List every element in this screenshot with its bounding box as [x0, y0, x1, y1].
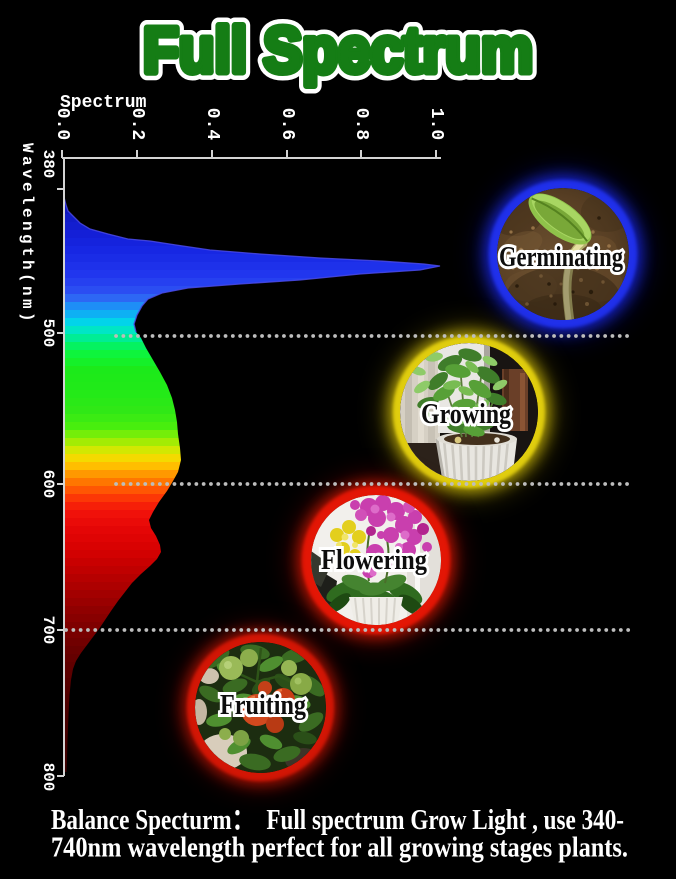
svg-text:0.2: 0.2	[127, 108, 147, 140]
svg-text:Wavelength(nm): Wavelength(nm)	[18, 143, 36, 325]
svg-text:380: 380	[39, 150, 57, 179]
svg-text:0.0: 0.0	[52, 108, 72, 140]
svg-text:0.4: 0.4	[202, 108, 222, 141]
svg-text:Spectrum: Spectrum	[60, 93, 147, 113]
svg-text:0.6: 0.6	[277, 108, 297, 140]
svg-text:500: 500	[39, 319, 57, 348]
svg-text:600: 600	[39, 470, 57, 499]
svg-text:Full Spectrum: Full Spectrum	[143, 14, 533, 86]
svg-text:Growing: Growing	[421, 399, 511, 430]
svg-text:Flowering: Flowering	[321, 545, 427, 576]
svg-text:0.8: 0.8	[351, 108, 371, 140]
svg-text:Full Spectrum: Full Spectrum	[143, 14, 533, 86]
svg-text:1.0: 1.0	[426, 108, 446, 140]
svg-text:740nm wavelength perfect for a: 740nm wavelength perfect for all growing…	[51, 832, 628, 864]
svg-text:Germinating: Germinating	[499, 242, 623, 273]
svg-text:700: 700	[39, 616, 57, 645]
svg-text:800: 800	[39, 763, 57, 792]
svg-text:Fruiting: Fruiting	[220, 690, 306, 721]
svg-text:Balance Specturm： Full spectr: Balance Specturm： Full spectrum Grow Lig…	[51, 804, 624, 836]
